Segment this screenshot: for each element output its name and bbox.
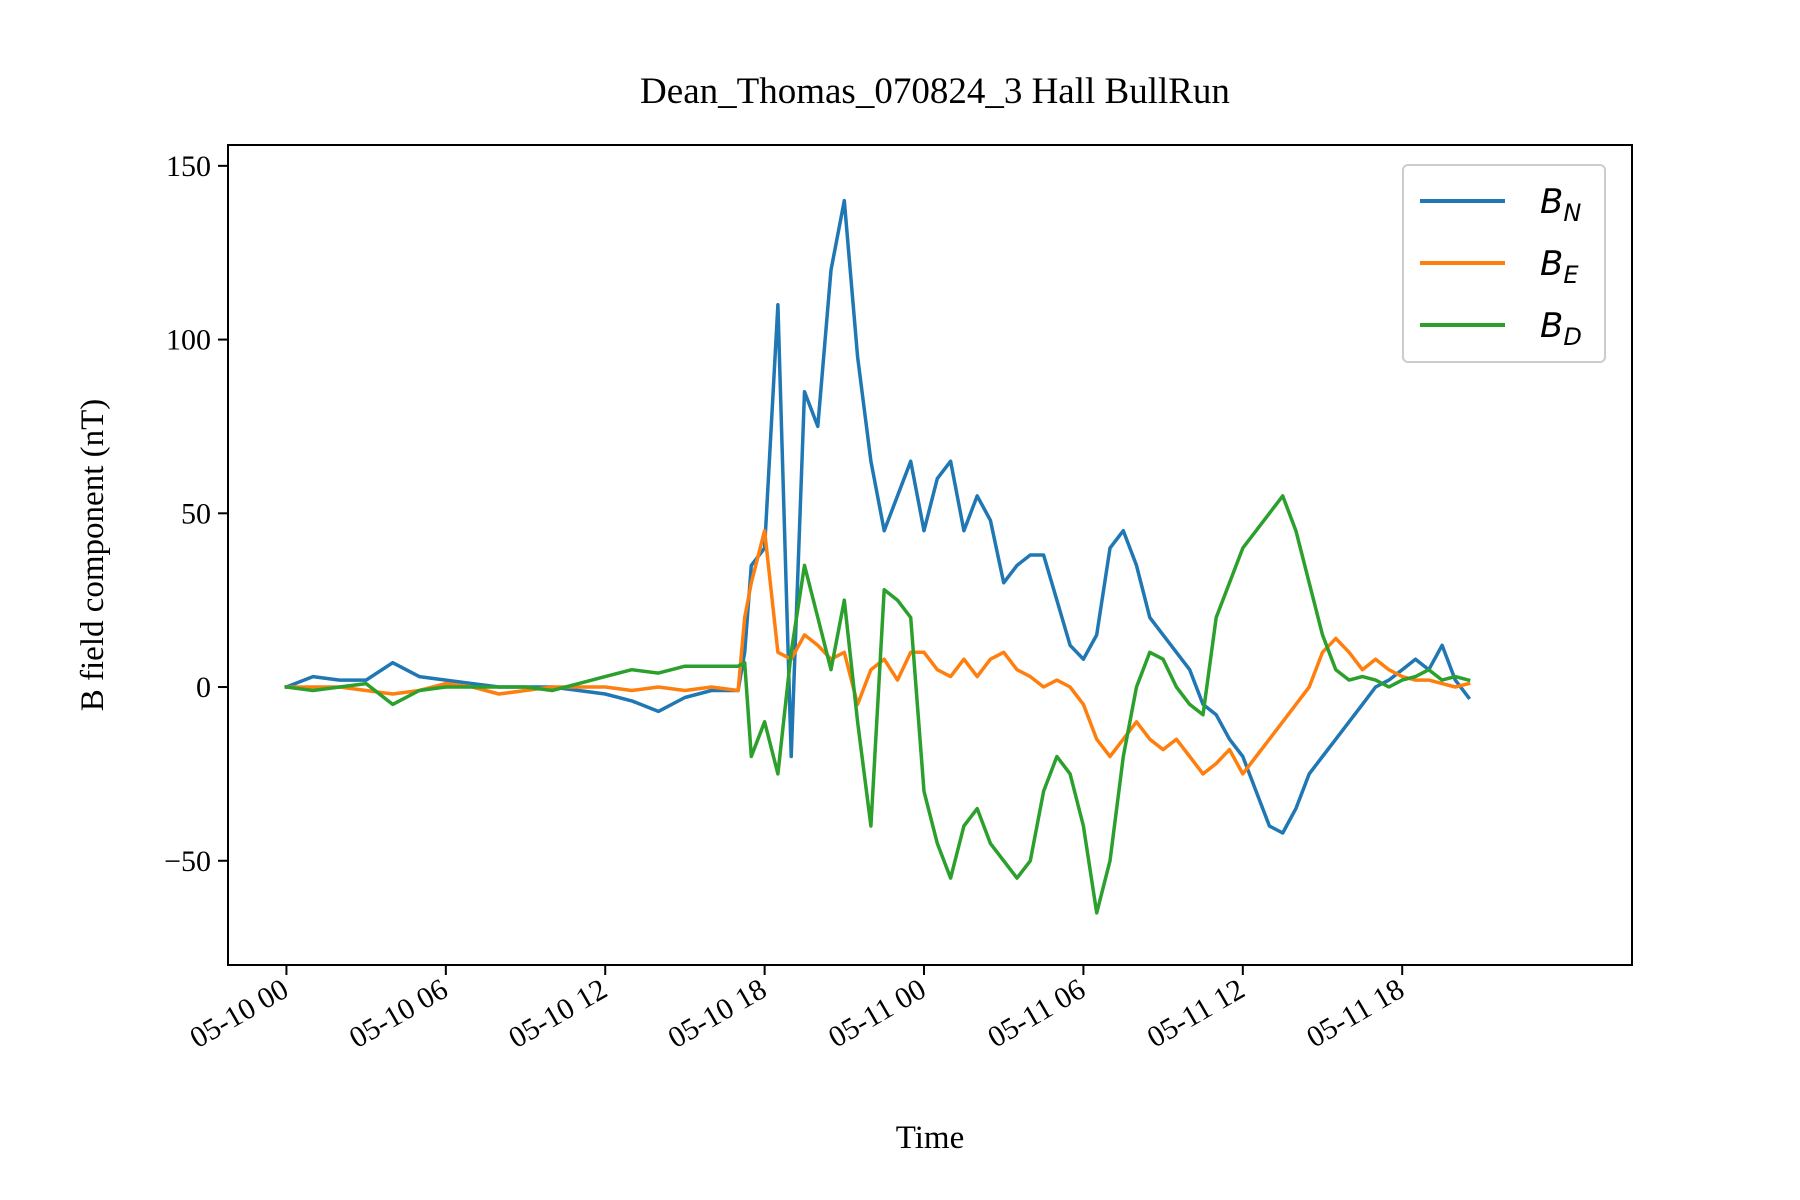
chart-title: Dean_Thomas_070824_3 Hall BullRun	[640, 71, 1230, 112]
y-axis: −50 0 50 100 150	[164, 150, 228, 878]
y-axis-label: B field component (nT)	[75, 399, 111, 712]
series-line-d	[284, 494, 1471, 915]
x-axis-label: Time	[896, 1120, 964, 1156]
legend-label-d: BD	[1540, 306, 1582, 351]
y-tick-label: 50	[181, 497, 211, 530]
series-line-n	[284, 198, 1472, 835]
series-layer	[284, 198, 1472, 915]
y-tick-label: 0	[196, 671, 211, 704]
plot-area-frame	[227, 144, 1633, 966]
legend-label-e: BE	[1540, 244, 1579, 289]
y-tick-label: 150	[166, 150, 211, 183]
legend: BN BE BD	[1402, 164, 1606, 363]
series-line-e	[284, 528, 1471, 776]
y-tick-label: −50	[164, 845, 211, 878]
legend-label-n: BN	[1540, 182, 1581, 227]
y-tick-label: 100	[166, 324, 211, 357]
